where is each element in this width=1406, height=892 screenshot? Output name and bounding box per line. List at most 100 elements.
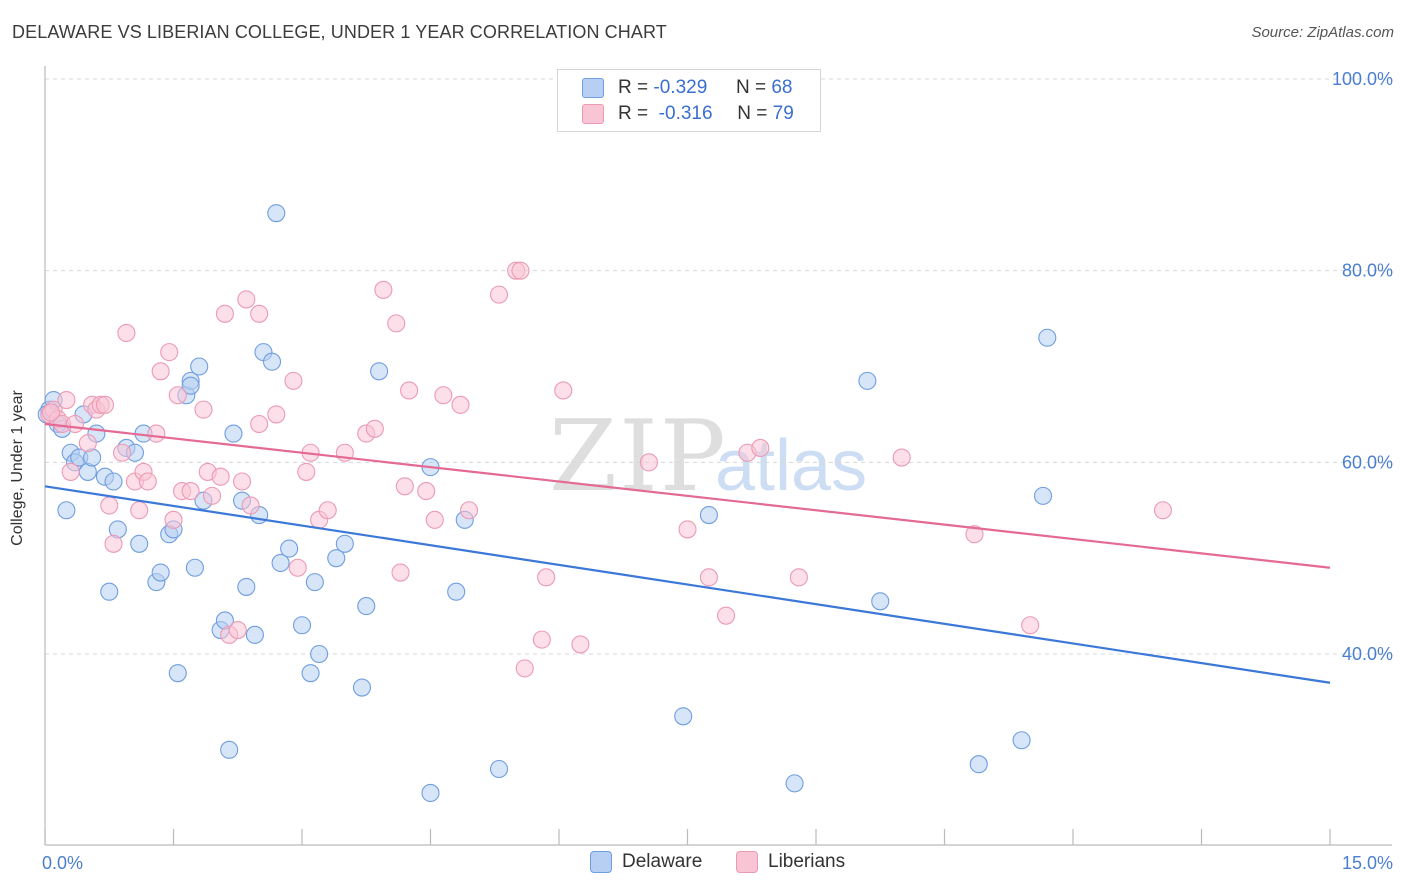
liberians-legend-label: Liberians bbox=[768, 851, 846, 872]
delaware-r-label: R = bbox=[618, 77, 649, 98]
liberians-point bbox=[203, 486, 222, 505]
liberians-point bbox=[138, 472, 157, 491]
delaware-point bbox=[489, 759, 509, 779]
liberians-point bbox=[318, 501, 337, 520]
delaware-point bbox=[871, 592, 890, 611]
delaware-point bbox=[447, 582, 466, 601]
delaware-r-value: -0.329 bbox=[653, 77, 708, 98]
y-tick-label: 60.0% bbox=[1342, 452, 1393, 472]
delaware-point bbox=[352, 678, 372, 697]
delaware-n-value: 68 bbox=[771, 77, 793, 98]
delaware-point bbox=[267, 204, 286, 223]
liberians-point bbox=[965, 525, 984, 544]
delaware-n-label: N = bbox=[735, 77, 767, 98]
delaware-point bbox=[57, 501, 76, 520]
liberians-point bbox=[211, 467, 230, 486]
liberians-point bbox=[699, 568, 718, 587]
watermark-atlas: atlas bbox=[715, 426, 868, 506]
liberians-point bbox=[515, 659, 534, 678]
liberians-point bbox=[365, 419, 384, 438]
delaware-point bbox=[301, 664, 320, 683]
liberians-point bbox=[391, 563, 410, 582]
delaware-point bbox=[168, 664, 187, 683]
liberians-swatch bbox=[582, 104, 604, 124]
liberians-point bbox=[425, 510, 444, 529]
liberians-point bbox=[117, 323, 136, 343]
delaware-point bbox=[357, 597, 376, 616]
liberians-point bbox=[61, 462, 80, 481]
liberians-point bbox=[532, 630, 551, 649]
liberians-point bbox=[215, 304, 234, 323]
delaware-trend-line bbox=[44, 485, 1331, 684]
delaware-point bbox=[190, 357, 209, 376]
correlation-legend: R = -0.329 N = 68 R = -0.316 N = 79 bbox=[557, 69, 821, 132]
y-tick-label: 80.0% bbox=[1342, 261, 1393, 281]
delaware-point bbox=[292, 616, 312, 635]
delaware-point bbox=[969, 755, 988, 774]
delaware-point bbox=[1033, 486, 1053, 505]
liberians-point bbox=[232, 472, 252, 491]
delaware-point bbox=[335, 534, 354, 553]
liberians-point bbox=[194, 400, 213, 419]
liberians-n-label: N = bbox=[737, 103, 768, 124]
delaware-point bbox=[280, 539, 299, 558]
delaware-legend-swatch bbox=[590, 851, 612, 873]
liberians-point bbox=[284, 371, 303, 390]
liberians-trend-line bbox=[44, 422, 1331, 569]
delaware-point bbox=[245, 625, 264, 644]
liberians-point bbox=[78, 434, 97, 453]
liberians-point bbox=[395, 477, 414, 496]
liberians-point bbox=[288, 558, 307, 577]
x-tick-label: 15.0% bbox=[1342, 853, 1393, 873]
liberians-point bbox=[160, 343, 179, 362]
liberians-point bbox=[751, 438, 770, 458]
liberians-point bbox=[387, 314, 406, 333]
delaware-point bbox=[104, 472, 123, 491]
legend-item-delaware[interactable]: Delaware bbox=[590, 851, 702, 873]
legend-item-liberians[interactable]: Liberians bbox=[736, 851, 845, 873]
delaware-point bbox=[858, 371, 877, 390]
delaware-point bbox=[224, 424, 243, 443]
liberians-r-value: -0.316 bbox=[658, 103, 713, 124]
delaware-point bbox=[674, 707, 693, 726]
liberians-point bbox=[1153, 501, 1172, 520]
delaware-point bbox=[130, 534, 149, 553]
chart-title: DELAWARE VS LIBERIAN COLLEGE, UNDER 1 YE… bbox=[12, 22, 667, 42]
liberians-point bbox=[267, 405, 286, 424]
delaware-point bbox=[310, 644, 329, 664]
delaware-point bbox=[237, 577, 256, 596]
delaware-point bbox=[185, 558, 204, 577]
liberians-point bbox=[130, 501, 149, 520]
source-attribution: Source: ZipAtlas.com bbox=[1251, 24, 1394, 41]
liberians-point bbox=[297, 462, 316, 481]
delaware-point bbox=[220, 740, 239, 759]
liberians-point bbox=[95, 395, 115, 414]
delaware-point bbox=[181, 376, 200, 395]
delaware-point bbox=[370, 362, 389, 381]
delaware-point bbox=[327, 549, 346, 568]
delaware-swatch bbox=[582, 78, 604, 98]
liberians-point bbox=[459, 501, 479, 520]
liberians-point bbox=[417, 482, 436, 501]
liberians-point bbox=[57, 390, 76, 410]
liberians-point bbox=[228, 620, 247, 640]
liberians-point bbox=[113, 443, 132, 462]
legend-row-liberians: R = -0.316 N = 79 bbox=[582, 102, 794, 126]
liberians-point bbox=[1021, 616, 1040, 635]
liberians-point bbox=[104, 534, 123, 553]
liberians-point bbox=[554, 381, 573, 400]
liberians-n-value: 79 bbox=[772, 103, 794, 124]
liberians-point bbox=[400, 381, 419, 400]
liberians-point bbox=[434, 386, 453, 405]
delaware-point bbox=[699, 505, 718, 525]
y-tick-label: 40.0% bbox=[1342, 644, 1393, 664]
delaware-point bbox=[785, 774, 804, 793]
liberians-point bbox=[168, 386, 187, 405]
liberians-point bbox=[237, 290, 256, 309]
liberians-point bbox=[789, 568, 808, 587]
series-legend: Delaware Liberians bbox=[0, 851, 1406, 877]
x-tick-label: 0.0% bbox=[42, 853, 83, 873]
liberians-point bbox=[41, 403, 61, 422]
delaware-point bbox=[1012, 731, 1031, 750]
delaware-point bbox=[421, 783, 440, 803]
